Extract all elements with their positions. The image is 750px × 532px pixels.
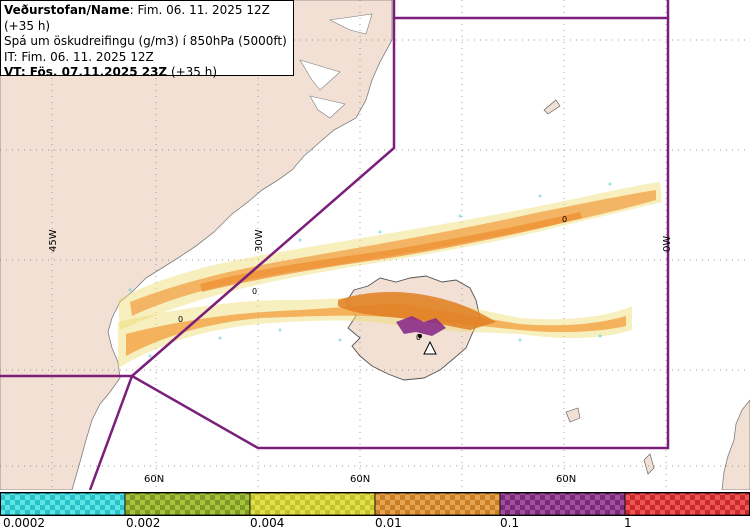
lat-label-2: 60N [350,474,370,485]
colorbar-segment [249,492,376,516]
fjord [299,59,341,91]
colorbar-segment [624,492,750,516]
colorbar-label: 0.002 [126,516,161,530]
issuer-line: Veðurstofan/Name: Fim. 06. 11. 2025 12Z … [4,3,270,33]
ash-plume-south [118,291,632,368]
lon-label-45w: 45W [48,229,59,252]
fjord [329,13,373,35]
lon-label-0w: 0W [662,236,673,252]
contour-label: 0 [416,333,421,342]
volcano-icon [418,334,437,355]
jan-mayen [543,99,561,115]
colorbar-segment [374,492,501,516]
colorbar-label: 0.01 [375,516,402,530]
valid-time-line: VT: Fös. 07.11.2025 23Z (+35 h) [4,65,218,79]
graticule [0,0,750,490]
faroe-islands [565,407,581,423]
contour-label: 0 [178,315,183,324]
shetland [643,453,655,475]
lat-label-3: 60N [556,474,576,485]
contour-label: 0 [562,215,567,224]
forecast-info-panel: Veðurstofan/Name: Fim. 06. 11. 2025 12Z … [0,0,294,79]
colorbar-segment [499,492,626,516]
colorbar-label: 0.1 [500,516,520,530]
colorbar-segment [124,492,251,516]
colorbar-label: 0.0002 [3,516,45,530]
contour-label: 0 [252,287,257,296]
ash-fringe [128,182,612,358]
fjord [309,95,346,119]
norway-land [721,399,750,490]
ash-plume-north [118,182,662,330]
colorbar-label: 1 [624,516,632,530]
greenland-land [0,0,393,490]
colorbar-segment [0,492,126,516]
lon-label-30w: 30W [254,229,265,252]
colorbar-label: 0.004 [250,516,285,530]
lat-label-1: 60N [144,474,164,485]
fir-boundary [0,0,670,490]
product-line: Spá um öskudreifingu (g/m3) í 850hPa (50… [4,34,287,48]
issue-time-line: IT: Fim. 06. 11. 2025 12Z [4,49,154,64]
ash-high-concentration [396,316,446,336]
ash-dispersion-map: 45W 30W 0W 60N 60N 60N 0 0 0 0 [0,0,750,490]
